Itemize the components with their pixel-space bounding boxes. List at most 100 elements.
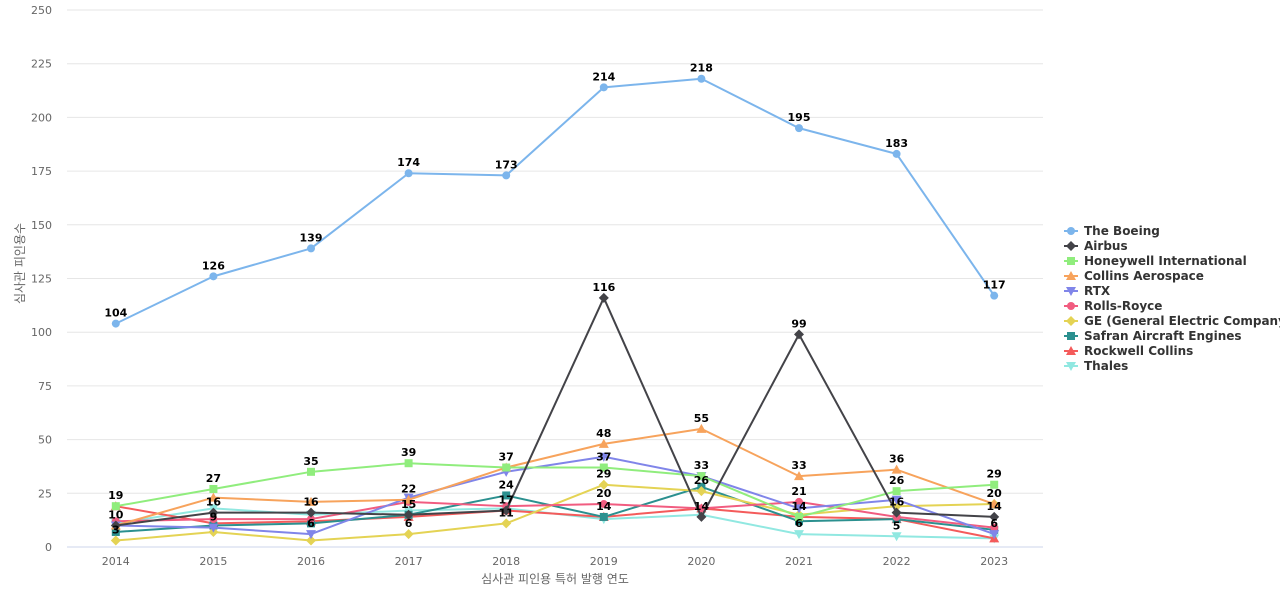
data-label: 214 bbox=[592, 70, 615, 83]
data-point bbox=[598, 479, 609, 490]
legend-item[interactable]: Airbus bbox=[1064, 239, 1128, 253]
legend-item[interactable]: Rockwell Collins bbox=[1064, 344, 1193, 358]
legend-marker bbox=[1067, 332, 1075, 340]
data-point bbox=[599, 83, 608, 92]
x-tick-label: 2017 bbox=[395, 555, 423, 568]
x-tick-label: 2019 bbox=[590, 555, 618, 568]
data-label: 37 bbox=[596, 451, 611, 464]
data-label: 24 bbox=[499, 478, 515, 491]
data-label: 48 bbox=[596, 427, 611, 440]
series-rtx bbox=[110, 452, 1000, 540]
data-label: 15 bbox=[401, 498, 416, 511]
data-label: 36 bbox=[889, 453, 905, 466]
data-label: 16 bbox=[206, 496, 222, 509]
data-point bbox=[697, 472, 706, 481]
legend-item[interactable]: Thales bbox=[1064, 359, 1128, 373]
data-point bbox=[891, 507, 902, 518]
legend-label: Collins Aerospace bbox=[1084, 269, 1204, 283]
data-point bbox=[989, 530, 1000, 540]
data-point bbox=[502, 463, 511, 472]
legend-marker bbox=[1067, 227, 1075, 235]
data-point bbox=[598, 452, 609, 462]
legend-item[interactable]: RTX bbox=[1064, 284, 1111, 298]
legend-label: Thales bbox=[1084, 359, 1128, 373]
y-tick-label: 75 bbox=[38, 380, 52, 393]
data-point bbox=[795, 517, 803, 526]
legend-item[interactable]: Safran Aircraft Engines bbox=[1064, 329, 1242, 343]
data-point bbox=[891, 464, 902, 474]
data-label: 21 bbox=[791, 485, 806, 498]
legend-marker bbox=[1067, 302, 1075, 310]
x-tick-label: 2015 bbox=[199, 555, 227, 568]
legend-label: The Boeing bbox=[1084, 224, 1160, 238]
data-point bbox=[209, 485, 218, 494]
data-label: 14 bbox=[596, 500, 612, 513]
data-point bbox=[892, 487, 901, 496]
data-label: 99 bbox=[791, 317, 806, 330]
legend-marker bbox=[1066, 346, 1076, 355]
legend-marker bbox=[1067, 257, 1075, 265]
y-tick-label: 250 bbox=[31, 4, 52, 17]
data-label: 183 bbox=[885, 137, 908, 150]
legend-item[interactable]: GE (General Electric Company) bbox=[1064, 314, 1280, 328]
data-label: 33 bbox=[694, 459, 709, 472]
series-airbus bbox=[110, 292, 1000, 531]
data-label: 29 bbox=[987, 468, 1002, 481]
data-point bbox=[111, 527, 120, 536]
data-point bbox=[598, 438, 609, 448]
data-label: 195 bbox=[788, 111, 811, 124]
data-label: 9 bbox=[210, 511, 218, 524]
data-point bbox=[403, 529, 414, 540]
data-point bbox=[502, 491, 511, 500]
data-label: 174 bbox=[397, 156, 420, 169]
legend-marker bbox=[1066, 241, 1076, 251]
data-label: 17 bbox=[499, 493, 514, 506]
data-label: 6 bbox=[990, 517, 998, 530]
data-label: 104 bbox=[104, 307, 127, 320]
data-label: 20 bbox=[596, 487, 612, 500]
legend-item[interactable]: Collins Aerospace bbox=[1064, 269, 1204, 283]
data-label: 14 bbox=[694, 500, 710, 513]
data-point bbox=[599, 463, 608, 472]
y-tick-label: 150 bbox=[31, 219, 52, 232]
data-point bbox=[598, 292, 609, 303]
data-point bbox=[990, 480, 999, 489]
x-tick-label: 2023 bbox=[980, 555, 1008, 568]
data-label: 6 bbox=[307, 517, 315, 530]
data-label: 33 bbox=[791, 459, 806, 472]
data-point bbox=[794, 504, 804, 514]
data-point bbox=[404, 459, 413, 468]
data-point bbox=[696, 511, 707, 522]
legend-item[interactable]: Honeywell International bbox=[1064, 254, 1247, 268]
data-point bbox=[403, 494, 414, 504]
legend-label: GE (General Electric Company) bbox=[1084, 314, 1280, 328]
y-tick-label: 225 bbox=[31, 58, 52, 71]
data-point bbox=[404, 169, 413, 178]
y-tick-label: 0 bbox=[45, 541, 52, 554]
data-point bbox=[795, 497, 803, 506]
data-point bbox=[696, 423, 707, 433]
data-point bbox=[111, 502, 120, 511]
data-label: 5 bbox=[893, 519, 901, 532]
series-line bbox=[114, 485, 996, 533]
x-tick-label: 2014 bbox=[102, 555, 130, 568]
y-tick-label: 100 bbox=[31, 326, 52, 339]
data-point bbox=[307, 467, 315, 476]
legend-marker bbox=[1066, 271, 1076, 280]
legend-marker bbox=[1066, 287, 1076, 296]
data-point bbox=[795, 124, 803, 133]
data-point bbox=[306, 535, 316, 546]
series-line bbox=[114, 505, 996, 540]
data-point bbox=[110, 535, 121, 546]
legend-item[interactable]: The Boeing bbox=[1064, 224, 1160, 238]
x-tick-label: 2021 bbox=[785, 555, 813, 568]
y-tick-label: 25 bbox=[38, 487, 52, 500]
data-label: 139 bbox=[300, 231, 323, 244]
data-label: 3 bbox=[112, 524, 120, 537]
legend-item[interactable]: Rolls-Royce bbox=[1064, 299, 1162, 313]
data-point bbox=[794, 329, 804, 340]
data-point bbox=[111, 319, 120, 328]
data-point bbox=[989, 499, 1000, 509]
